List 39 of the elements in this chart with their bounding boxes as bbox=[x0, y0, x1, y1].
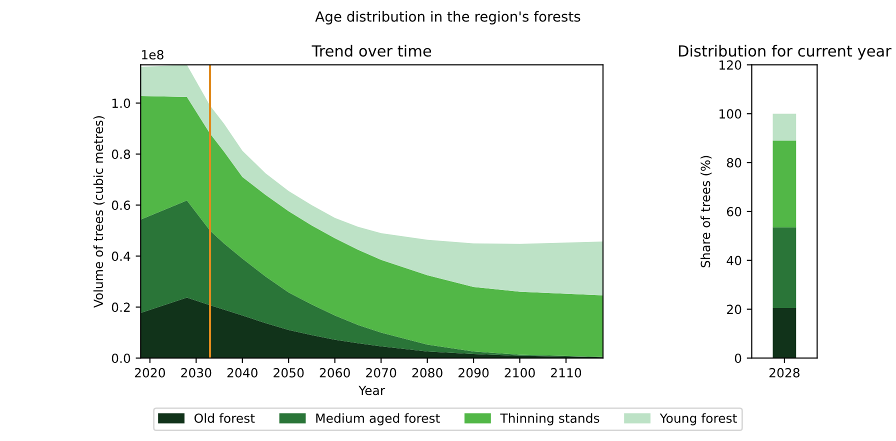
bar bbox=[772, 140, 796, 228]
y-tick-label: 0 bbox=[734, 354, 742, 364]
bar bbox=[772, 227, 796, 308]
x-tick-label: 2050 bbox=[274, 368, 304, 378]
legend-label: Old forest bbox=[194, 413, 255, 423]
y-tick-label: 20 bbox=[727, 304, 742, 314]
x-tick-label: 2110 bbox=[551, 368, 582, 378]
chart-title: Distribution for current year bbox=[679, 44, 892, 60]
text: 1e8 bbox=[142, 50, 164, 60]
x-tick-label: 2040 bbox=[227, 368, 258, 378]
x-tick-label: 2100 bbox=[504, 368, 535, 378]
legend-label: Young forest bbox=[660, 413, 737, 426]
y-tick-label: 0.2 bbox=[112, 302, 130, 312]
x-tick-label: 2020 bbox=[134, 368, 165, 378]
y-tick-label: 0.6 bbox=[112, 200, 130, 210]
y-tick-label: 100 bbox=[720, 109, 742, 119]
x-axis-title: Year bbox=[358, 386, 386, 396]
y-tick-label: 0.8 bbox=[112, 150, 130, 160]
chart-title: Age distribution in the region's forests bbox=[315, 11, 580, 24]
y-tick-label: 1.0 bbox=[112, 98, 130, 108]
y-tick-label: 0.4 bbox=[112, 252, 130, 262]
bar bbox=[772, 308, 796, 358]
y-tick-label: 40 bbox=[726, 256, 742, 266]
y-axis-title: Volume of trees (cubic metres) bbox=[93, 116, 105, 308]
x-tick-label: 2070 bbox=[366, 368, 396, 378]
y-axis-title: Share of trees (%) bbox=[700, 156, 712, 268]
bar bbox=[772, 114, 796, 141]
x-tick-label: 2060 bbox=[320, 368, 350, 378]
legend-label: Thinning stands bbox=[500, 413, 600, 426]
x-tick-label: 2080 bbox=[412, 368, 442, 378]
chart-subtitle: Trend over time bbox=[312, 44, 432, 57]
x-tick-label: 2028 bbox=[769, 368, 800, 378]
y-tick-label: 120 bbox=[720, 60, 742, 70]
y-tick-label: 60 bbox=[726, 206, 742, 216]
x-tick-label: 2090 bbox=[458, 368, 489, 378]
y-tick-label: 80 bbox=[726, 158, 742, 168]
x-tick-label: 2030 bbox=[181, 368, 212, 378]
y-tick-label: 0.0 bbox=[112, 354, 130, 364]
legend-label: Medium aged forest bbox=[316, 413, 440, 426]
